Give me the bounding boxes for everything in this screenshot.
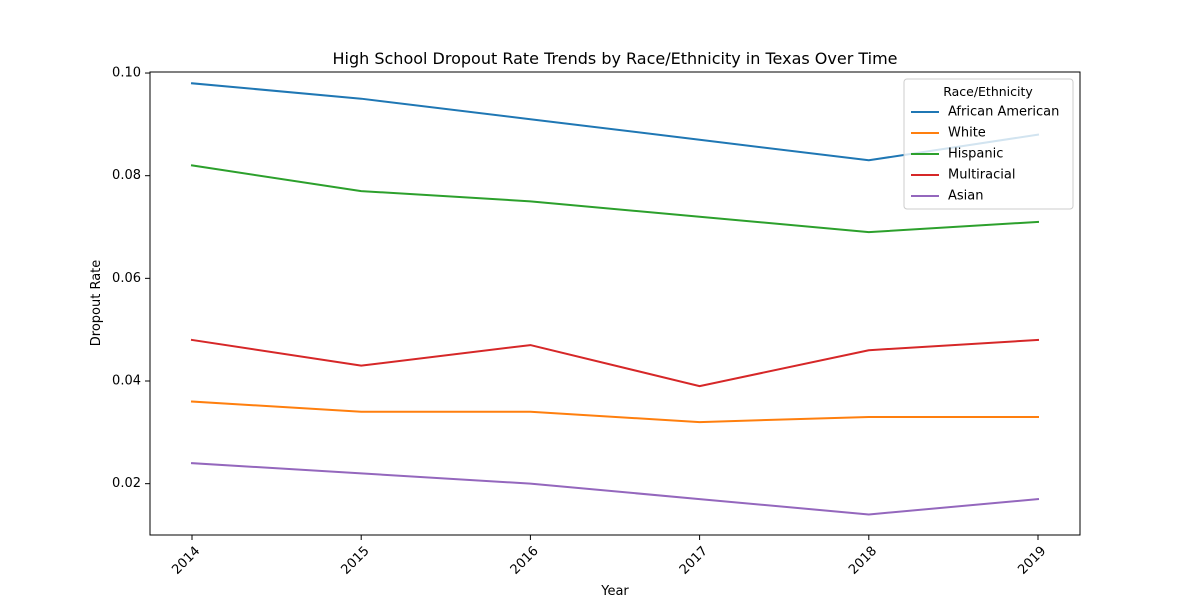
y-tick-label: 0.10 — [112, 66, 141, 81]
x-tick-label: 2015 — [338, 544, 372, 578]
y-axis: 0.02 0.04 0.06 0.08 0.10 — [112, 66, 150, 491]
legend-frame — [903, 78, 1074, 210]
y-tick-label: 0.06 — [112, 271, 141, 286]
legend-label-african-american: African American — [948, 105, 1059, 120]
x-tick-label: 2017 — [677, 544, 711, 578]
legend-label-white: White — [948, 126, 986, 141]
legend-items: African American White Hispanic Multiracial… — [911, 105, 1059, 204]
x-tick-label: 2019 — [1015, 544, 1049, 578]
plot-frame — [149, 71, 1081, 536]
series-line-african-american — [190, 82, 1040, 162]
series-line-white — [190, 400, 1039, 424]
legend-title: Race/Ethnicity — [943, 84, 1033, 99]
y-tick-label: 0.08 — [112, 168, 141, 183]
series-layer — [190, 82, 1040, 516]
y-tick-label: 0.04 — [112, 374, 141, 389]
legend-label-multiracial: Multiracial — [948, 168, 1015, 183]
legend: Race/Ethnicity African American White Hisp… — [903, 78, 1074, 210]
series-line-multiracial — [190, 338, 1040, 388]
y-axis-title: Dropout Rate — [89, 260, 104, 347]
y-tick-label: 0.02 — [112, 476, 141, 491]
series-line-asian — [190, 462, 1040, 516]
x-tick-label: 2018 — [846, 544, 880, 578]
x-axis-title: Year — [600, 584, 629, 599]
x-tick-label: 2016 — [508, 544, 542, 578]
x-axis: 2014 2015 2016 2017 2018 2019 — [169, 535, 1049, 578]
series-line-hispanic — [190, 164, 1040, 234]
legend-label-asian: Asian — [948, 189, 983, 204]
x-tick-label: 2014 — [169, 544, 203, 578]
legend-label-hispanic: Hispanic — [948, 147, 1003, 162]
chart-title: High School Dropout Rate Trends by Race/… — [332, 49, 897, 68]
